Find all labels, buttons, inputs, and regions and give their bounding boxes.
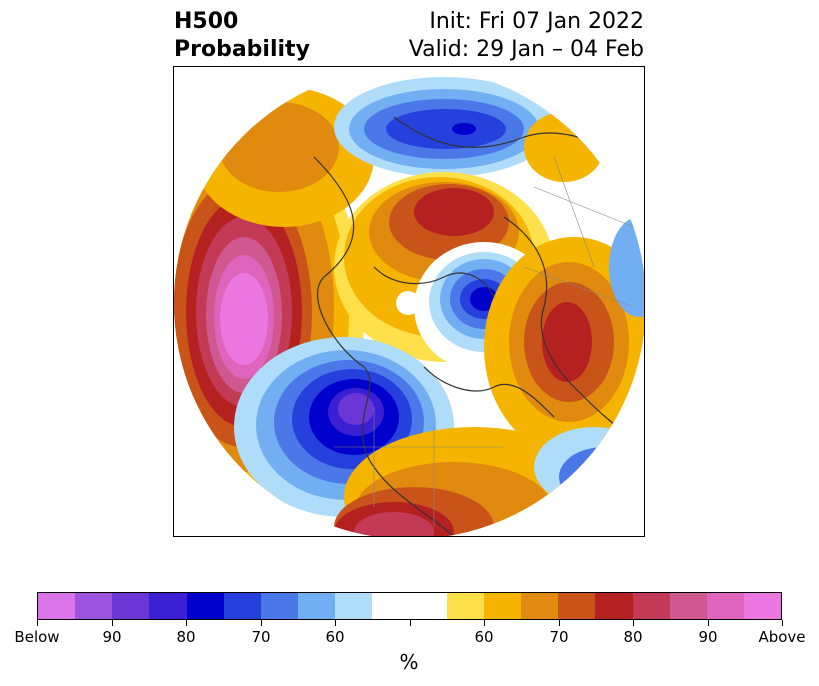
colorbar-tick-label: 90 <box>698 628 718 646</box>
colorbar-tick-label: 70 <box>251 628 271 646</box>
colorbar-swatch <box>483 593 522 619</box>
colorbar-tick-label: 80 <box>623 628 643 646</box>
colorbar-tick-label: 80 <box>176 628 196 646</box>
chart-title-right: Init: Fri 07 Jan 2022 Valid: 29 Jan – 04… <box>409 8 644 64</box>
colorbar-swatch <box>223 593 261 619</box>
colorbar-tick-label: 60 <box>474 628 494 646</box>
colorbar-swatch <box>335 593 373 619</box>
colorbar-unit: % <box>399 650 419 674</box>
colorbar-swatch <box>632 593 670 619</box>
colorbar-swatch <box>372 593 410 619</box>
colorbar-tick-label: 70 <box>549 628 569 646</box>
colorbar-swatch <box>38 593 76 619</box>
colorbar-tick <box>782 620 783 626</box>
colorbar-swatch <box>669 593 707 619</box>
colorbar-tick <box>410 620 411 626</box>
title-valid-range: Valid: 29 Jan – 04 Feb <box>408 37 644 62</box>
colorbar-tick <box>633 620 634 626</box>
colorbar-tick <box>186 620 187 626</box>
colorbar <box>37 592 782 620</box>
colorbar-tick <box>484 620 485 626</box>
title-variable: H500 <box>174 9 239 34</box>
colorbar-tick <box>261 620 262 626</box>
colorbar-swatch <box>298 593 336 619</box>
map-svg <box>174 67 644 536</box>
borders <box>334 156 635 527</box>
colorbar-swatch <box>260 593 299 619</box>
colorbar-swatch <box>521 593 559 619</box>
colorbar-tick <box>559 620 560 626</box>
colorbar-tick-label: 90 <box>102 628 122 646</box>
colorbar-tick <box>335 620 336 626</box>
colorbar-swatch <box>409 593 447 619</box>
far-right-negative <box>609 217 644 317</box>
colorbar-swatch <box>112 593 150 619</box>
colorbar-tick-label: 60 <box>325 628 345 646</box>
colorbar-tick <box>708 620 709 626</box>
northern-negative-anomaly <box>334 77 554 177</box>
title-type: Probability <box>174 37 310 62</box>
colorbar-swatch <box>186 593 224 619</box>
title-init-date: Init: Fri 07 Jan 2022 <box>429 9 644 34</box>
colorbar-swatch <box>743 593 782 619</box>
colorbar-tick <box>37 620 38 626</box>
chart-title-left: H500 Probability <box>174 8 310 64</box>
probability-map <box>173 66 645 537</box>
colorbar-swatch <box>149 593 187 619</box>
colorbar-swatch <box>75 593 113 619</box>
colorbar-tick-label: Above <box>758 628 806 646</box>
colorbar-swatch <box>558 593 596 619</box>
colorbar-swatch <box>595 593 633 619</box>
colorbar-tick-label: Below <box>14 628 60 646</box>
polar-void <box>396 291 420 315</box>
colorbar-swatch <box>706 593 744 619</box>
coastlines <box>313 116 635 536</box>
colorbar-tick <box>112 620 113 626</box>
europe-positive-anomaly <box>484 237 644 457</box>
colorbar-swatch <box>446 593 484 619</box>
top-right-positive <box>524 112 604 182</box>
